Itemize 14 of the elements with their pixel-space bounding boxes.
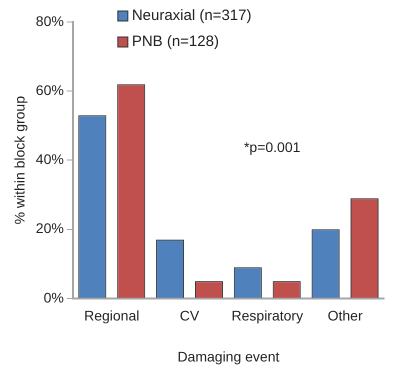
legend-label: PNB (n=128) [132, 33, 219, 50]
y-axis-title: % within block group [11, 96, 28, 224]
legend-label: Neuraxial (n=317) [132, 7, 252, 24]
y-tick-label: 40% [36, 151, 64, 168]
y-tick-label: 60% [36, 82, 64, 98]
x-tick-label: Other [328, 308, 363, 324]
y-tick-label: 20% [36, 220, 64, 236]
x-axis-title: Damaging event [177, 348, 280, 364]
x-tick-label: Respiratory [232, 308, 304, 324]
x-tick-label: CV [180, 308, 200, 324]
annotation: *p=0.001 [244, 138, 301, 155]
y-tick-label: 80% [36, 12, 64, 29]
x-tick-label: Regional [84, 308, 140, 324]
y-tick-label: 0% [44, 289, 64, 306]
